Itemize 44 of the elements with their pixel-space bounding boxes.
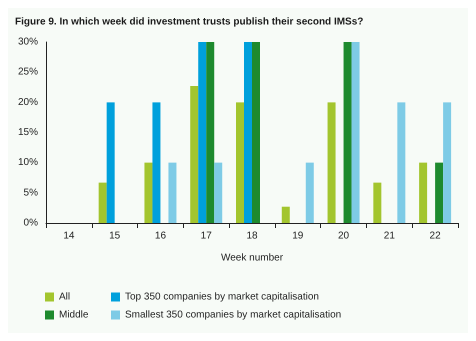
bar [168,162,176,223]
x-tick-label: 18 [246,230,258,242]
chart-title: Figure 9. In which week did investment trusts publish their second IMSs? [15,16,364,28]
y-tick-label: 30% [18,36,38,48]
bar [152,102,160,223]
x-tick-label: 16 [154,230,166,242]
bar [344,42,352,223]
bar [397,102,406,223]
y-tick-label: 0% [24,218,38,228]
bar [198,42,206,223]
bar [435,162,444,223]
y-tick-label: 10% [18,157,38,168]
y-tick-label: 25% [18,66,38,78]
bar [144,162,152,223]
bar [352,42,360,223]
x-tick-label: 15 [109,230,121,242]
x-tick-label: 22 [430,230,442,242]
bar [373,182,382,223]
bar [443,102,452,223]
bar [419,162,428,223]
bar [214,162,222,223]
legend-label: All [59,292,70,302]
bar [252,42,260,223]
x-tick-label: 14 [63,230,75,242]
legend-label: Smallest 350 companies by market capitalisation [125,310,342,320]
y-tick-label: 5% [24,187,38,198]
bar [236,102,244,223]
x-tick-label: 19 [292,230,304,242]
x-tick-label: 21 [384,230,396,242]
y-tick-label: 20% [18,96,38,108]
bar [328,102,336,223]
bar [106,102,115,223]
x-axis-title: Week number [220,252,284,264]
y-tick-label: 15% [18,127,38,138]
x-tick-label: 20 [338,230,350,242]
legend-label: Middle [59,310,89,320]
bar [190,86,198,223]
bar [206,42,214,223]
x-tick-label: 17 [200,230,212,242]
bar [306,162,314,223]
legend-label: Top 350 companies by market capitalisation [125,292,319,302]
bar [244,42,252,223]
bar [282,206,290,223]
bar [98,182,107,223]
